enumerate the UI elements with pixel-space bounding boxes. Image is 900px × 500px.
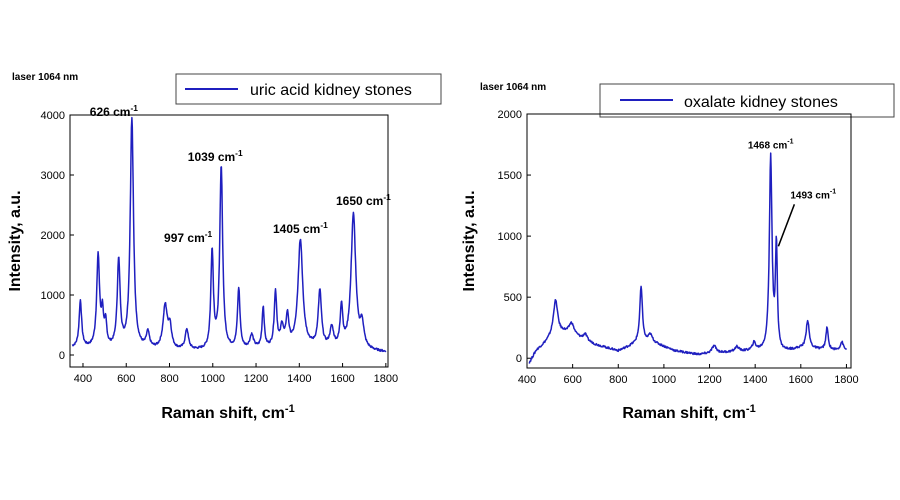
x-tick-label: 1400 — [743, 374, 767, 386]
peak-annotation: 1468 cm-1 — [748, 139, 794, 152]
plot-frame-right — [526, 113, 852, 369]
peak-annotation: 626 cm-1 — [90, 103, 138, 119]
legend-right: oxalate kidney stones — [599, 83, 895, 118]
legend-text-left: uric acid kidney stones — [250, 82, 412, 99]
y-tick-label: 1500 — [498, 170, 522, 182]
peak-annotation: 997 cm-1 — [164, 229, 212, 245]
plot-frame-left — [69, 114, 389, 368]
series-line-oxalate — [528, 152, 848, 364]
x-tick-label: 1800 — [374, 373, 398, 385]
series-line-uric-acid — [71, 116, 387, 353]
chart-uric-acid: laser 1064 nm uric acid kidney stones 40… — [7, 72, 442, 422]
y-tick-label: 2000 — [41, 230, 65, 242]
y-tick-label: 500 — [504, 292, 522, 304]
x-tick-label: 600 — [563, 374, 581, 386]
y-tick-label: 3000 — [41, 170, 65, 182]
xlabel-right: Raman shift, cm-1 — [622, 403, 755, 422]
ylabel-right: Intensity, a.u. — [461, 190, 478, 291]
x-tick-label: 800 — [609, 374, 627, 386]
x-tick-label: 1800 — [834, 374, 858, 386]
xlabel-left: Raman shift, cm-1 — [161, 403, 294, 422]
x-tick-label: 400 — [74, 373, 92, 385]
legend-text-right: oxalate kidney stones — [684, 94, 838, 111]
x-tick-label: 800 — [160, 373, 178, 385]
x-tick-label: 1000 — [201, 373, 225, 385]
x-tick-label: 1200 — [244, 373, 268, 385]
x-tick-label: 1600 — [789, 374, 813, 386]
x-tick-label: 1600 — [330, 373, 354, 385]
y-tick-label: 0 — [516, 353, 522, 365]
peak-annotation: 1650 cm-1 — [336, 192, 391, 208]
peak-annotation: 1039 cm-1 — [188, 148, 243, 164]
annotation-group-right: 1468 cm-1 1493 cm-1 — [748, 139, 836, 247]
laser-label-right: laser 1064 nm — [480, 82, 546, 93]
chart-oxalate: laser 1064 nm oxalate kidney stones 400 6… — [461, 82, 895, 422]
x-tick-label: 600 — [117, 373, 135, 385]
y-tick-label: 1000 — [41, 290, 65, 302]
tick-group-right: 400 600 800 1000 1200 1400 1600 1800 0 500 1000 150… — [498, 109, 859, 386]
x-tick-label: 1400 — [287, 373, 311, 385]
x-tick-label: 1000 — [652, 374, 676, 386]
x-tick-label: 1200 — [697, 374, 721, 386]
laser-label-left: laser 1064 nm — [12, 72, 78, 83]
annotation-group-left: 626 cm-1 1039 cm-1 997 cm-1 1405 cm-1 1650 c… — [90, 103, 391, 245]
annotation-arrow — [777, 204, 796, 247]
legend-left: uric acid kidney stones — [175, 73, 442, 105]
ylabel-left: Intensity, a.u. — [7, 190, 24, 291]
peak-annotation: 1493 cm-1 — [790, 188, 836, 201]
y-tick-label: 1000 — [498, 231, 522, 243]
x-tick-label: 400 — [518, 374, 536, 386]
y-tick-label: 2000 — [498, 109, 522, 121]
peak-annotation: 1405 cm-1 — [273, 220, 328, 236]
y-tick-label: 4000 — [41, 110, 65, 122]
y-tick-label: 0 — [59, 350, 65, 362]
tick-group-left: 400 600 800 1000 1200 1400 1600 1800 0 1000 2000 30… — [41, 110, 399, 385]
